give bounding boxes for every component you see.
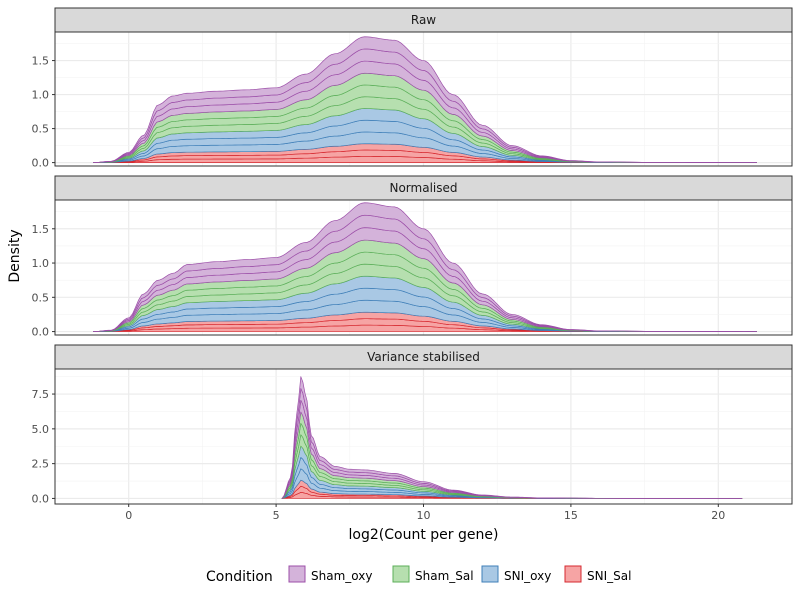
density-area-sham-oxy (281, 376, 743, 499)
facet-panel: Variance stabilised 0.0 2.5 5.0 7.5 (32, 344, 793, 505)
legend-title: Condition (206, 569, 273, 585)
facet-panel: Raw 0.0 0.5 1.0 1.5 (32, 7, 793, 170)
facet-panels: Raw 0.0 0.5 1.0 1.5 Normalised 0.0 0.5 1.0 1.5 Var… (32, 7, 793, 505)
x-tick-label: 15 (564, 509, 578, 522)
legend-label: SNI_Sal (587, 569, 631, 583)
density-area-sham-oxy (92, 36, 757, 163)
facet-strip (54, 7, 793, 33)
y-tick-label: 0.5 (32, 123, 50, 136)
density-area-sham-oxy (92, 202, 757, 332)
panel-border (54, 31, 793, 167)
legend-key-sni-sal (564, 565, 582, 583)
legend-key-sham-sal (392, 565, 410, 583)
panel-border (54, 199, 793, 336)
x-tick-label: 20 (711, 509, 725, 522)
facet-strip-label: Variance stabilised (367, 350, 480, 364)
legend: Condition Sham_oxy Sham_Sal SNI_oxy SNI_Sal (206, 565, 631, 585)
y-axis-title: Density (7, 229, 23, 282)
x-tick-label: 10 (417, 509, 431, 522)
y-tick-label: 0.0 (32, 492, 50, 505)
y-tick-label: 0.0 (32, 326, 50, 339)
facet-strip (54, 175, 793, 201)
x-tick-label: 0 (125, 509, 132, 522)
facet-strip-label: Raw (411, 13, 436, 27)
legend-label: SNI_oxy (504, 569, 551, 583)
legend-key-sham-oxy (288, 565, 306, 583)
y-tick-label: 1.5 (32, 223, 50, 236)
x-axis: 0 5 10 15 20 (125, 504, 725, 522)
x-tick-label: 5 (273, 509, 280, 522)
facet-strip-label: Normalised (389, 181, 457, 195)
y-tick-label: 7.5 (32, 388, 50, 401)
facet-panel: Normalised 0.0 0.5 1.0 1.5 (32, 175, 793, 339)
y-tick-label: 0.5 (32, 291, 50, 304)
y-tick-label: 1.5 (32, 55, 50, 68)
y-tick-label: 0.0 (32, 157, 50, 170)
y-tick-label: 1.0 (32, 257, 50, 270)
y-tick-label: 5.0 (32, 423, 50, 436)
legend-label: Sham_Sal (415, 569, 474, 583)
legend-key-sni-oxy (481, 565, 499, 583)
y-tick-label: 1.0 (32, 89, 50, 102)
legend-label: Sham_oxy (311, 569, 372, 583)
x-axis-title: log2(Count per gene) (349, 527, 499, 543)
y-tick-label: 2.5 (32, 458, 50, 471)
